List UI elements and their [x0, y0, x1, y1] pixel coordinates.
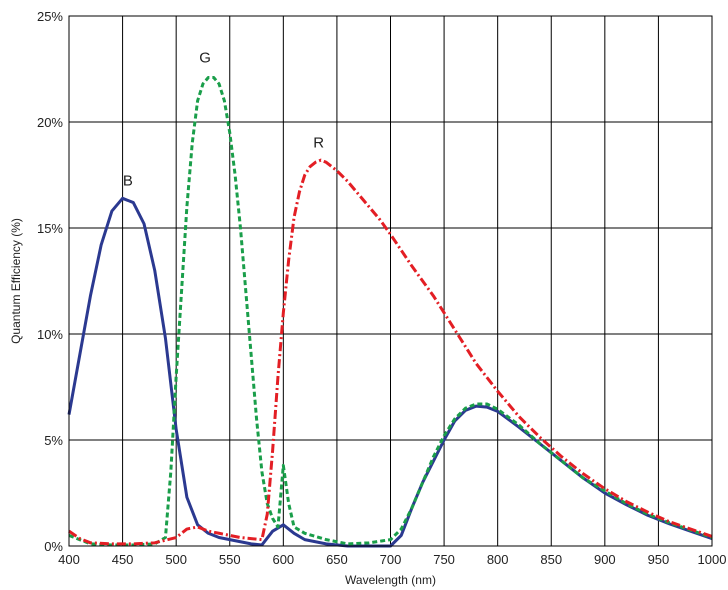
x-tick-label: 450: [112, 552, 134, 567]
x-tick-label: 1000: [698, 552, 727, 567]
series-label-g: G: [199, 50, 211, 67]
series-line-g: [68, 75, 713, 547]
x-tick-label: 750: [433, 552, 455, 567]
y-tick-label: 10%: [37, 327, 63, 342]
grid: [68, 15, 713, 547]
series-labels: B G R: [123, 50, 324, 190]
x-tick-label: 950: [648, 552, 670, 567]
series-line-b: [67, 196, 713, 548]
y-tick-label: 15%: [37, 221, 63, 236]
x-tick-label: 850: [540, 552, 562, 567]
x-tick-label: 500: [165, 552, 187, 567]
x-tick-label: 700: [380, 552, 402, 567]
series-label-r: R: [313, 134, 324, 151]
series-line-r: [68, 158, 713, 546]
x-tick-label: 550: [219, 552, 241, 567]
y-tick-label: 5%: [44, 433, 63, 448]
series-label-b: B: [123, 173, 133, 190]
y-axis-title: Quantum Efficiency (%): [9, 218, 23, 344]
x-tick-label: 900: [594, 552, 616, 567]
x-axis-title: Wavelength (nm): [345, 573, 436, 587]
y-tick-label: 0%: [44, 539, 63, 554]
x-tick-label: 600: [272, 552, 294, 567]
y-tick-labels: 0% 5% 10% 15% 20% 25%: [37, 9, 63, 554]
x-tick-label: 400: [58, 552, 80, 567]
plot-frame: [68, 15, 713, 547]
series-layer: [67, 75, 713, 548]
x-tick-labels: 400 450 500 550 600 650 700 750 800 850 900 950 1000: [58, 552, 726, 567]
y-tick-label: 20%: [37, 115, 63, 130]
x-tick-label: 650: [326, 552, 348, 567]
y-tick-label: 25%: [37, 9, 63, 24]
x-tick-label: 800: [487, 552, 509, 567]
